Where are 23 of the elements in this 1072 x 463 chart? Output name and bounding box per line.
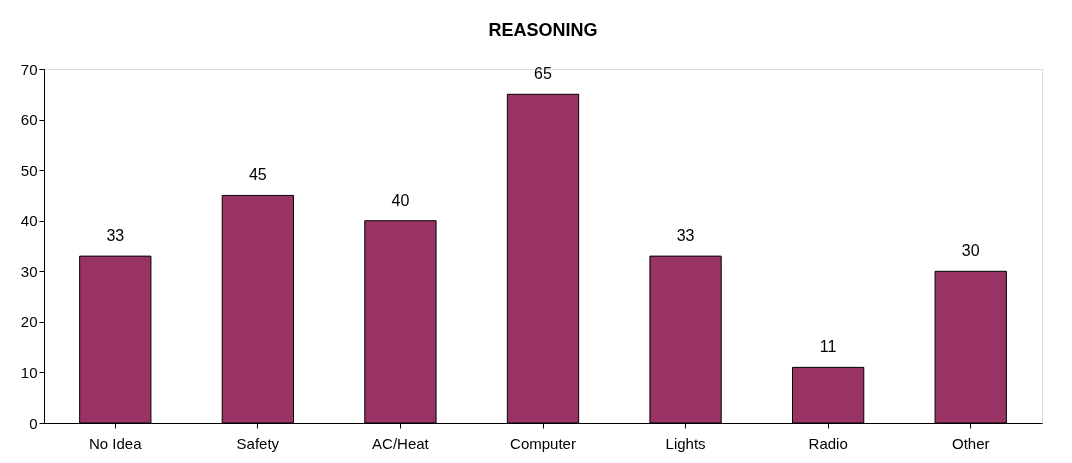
y-tick-label: 40 [20,212,38,230]
data-label: 11 [819,338,837,356]
y-tick-label: 60 [20,111,38,129]
y-tick-label: 50 [20,161,38,179]
x-tick-label: Computer [510,434,576,452]
x-tick-label: Radio [808,434,848,452]
x-tick-label: No Idea [89,434,143,452]
y-tick-label: 10 [20,363,38,381]
y-tick-label: 0 [29,414,38,432]
chart-title: REASONING [488,20,598,40]
data-label: 40 [391,191,410,209]
x-tick-label: Safety [236,434,280,452]
data-label: 33 [106,227,125,245]
data-label: 30 [961,242,980,260]
x-tick-label: Other [951,434,990,452]
x-tick-label: AC/Heat [372,434,430,452]
x-tick-label: Lights [665,434,706,452]
data-label: 45 [248,166,267,184]
data-label: 65 [534,65,552,83]
data-label: 33 [676,227,695,245]
y-tick-label: 70 [20,60,38,78]
y-tick-label: 30 [20,262,38,280]
y-tick-label: 20 [20,313,38,331]
